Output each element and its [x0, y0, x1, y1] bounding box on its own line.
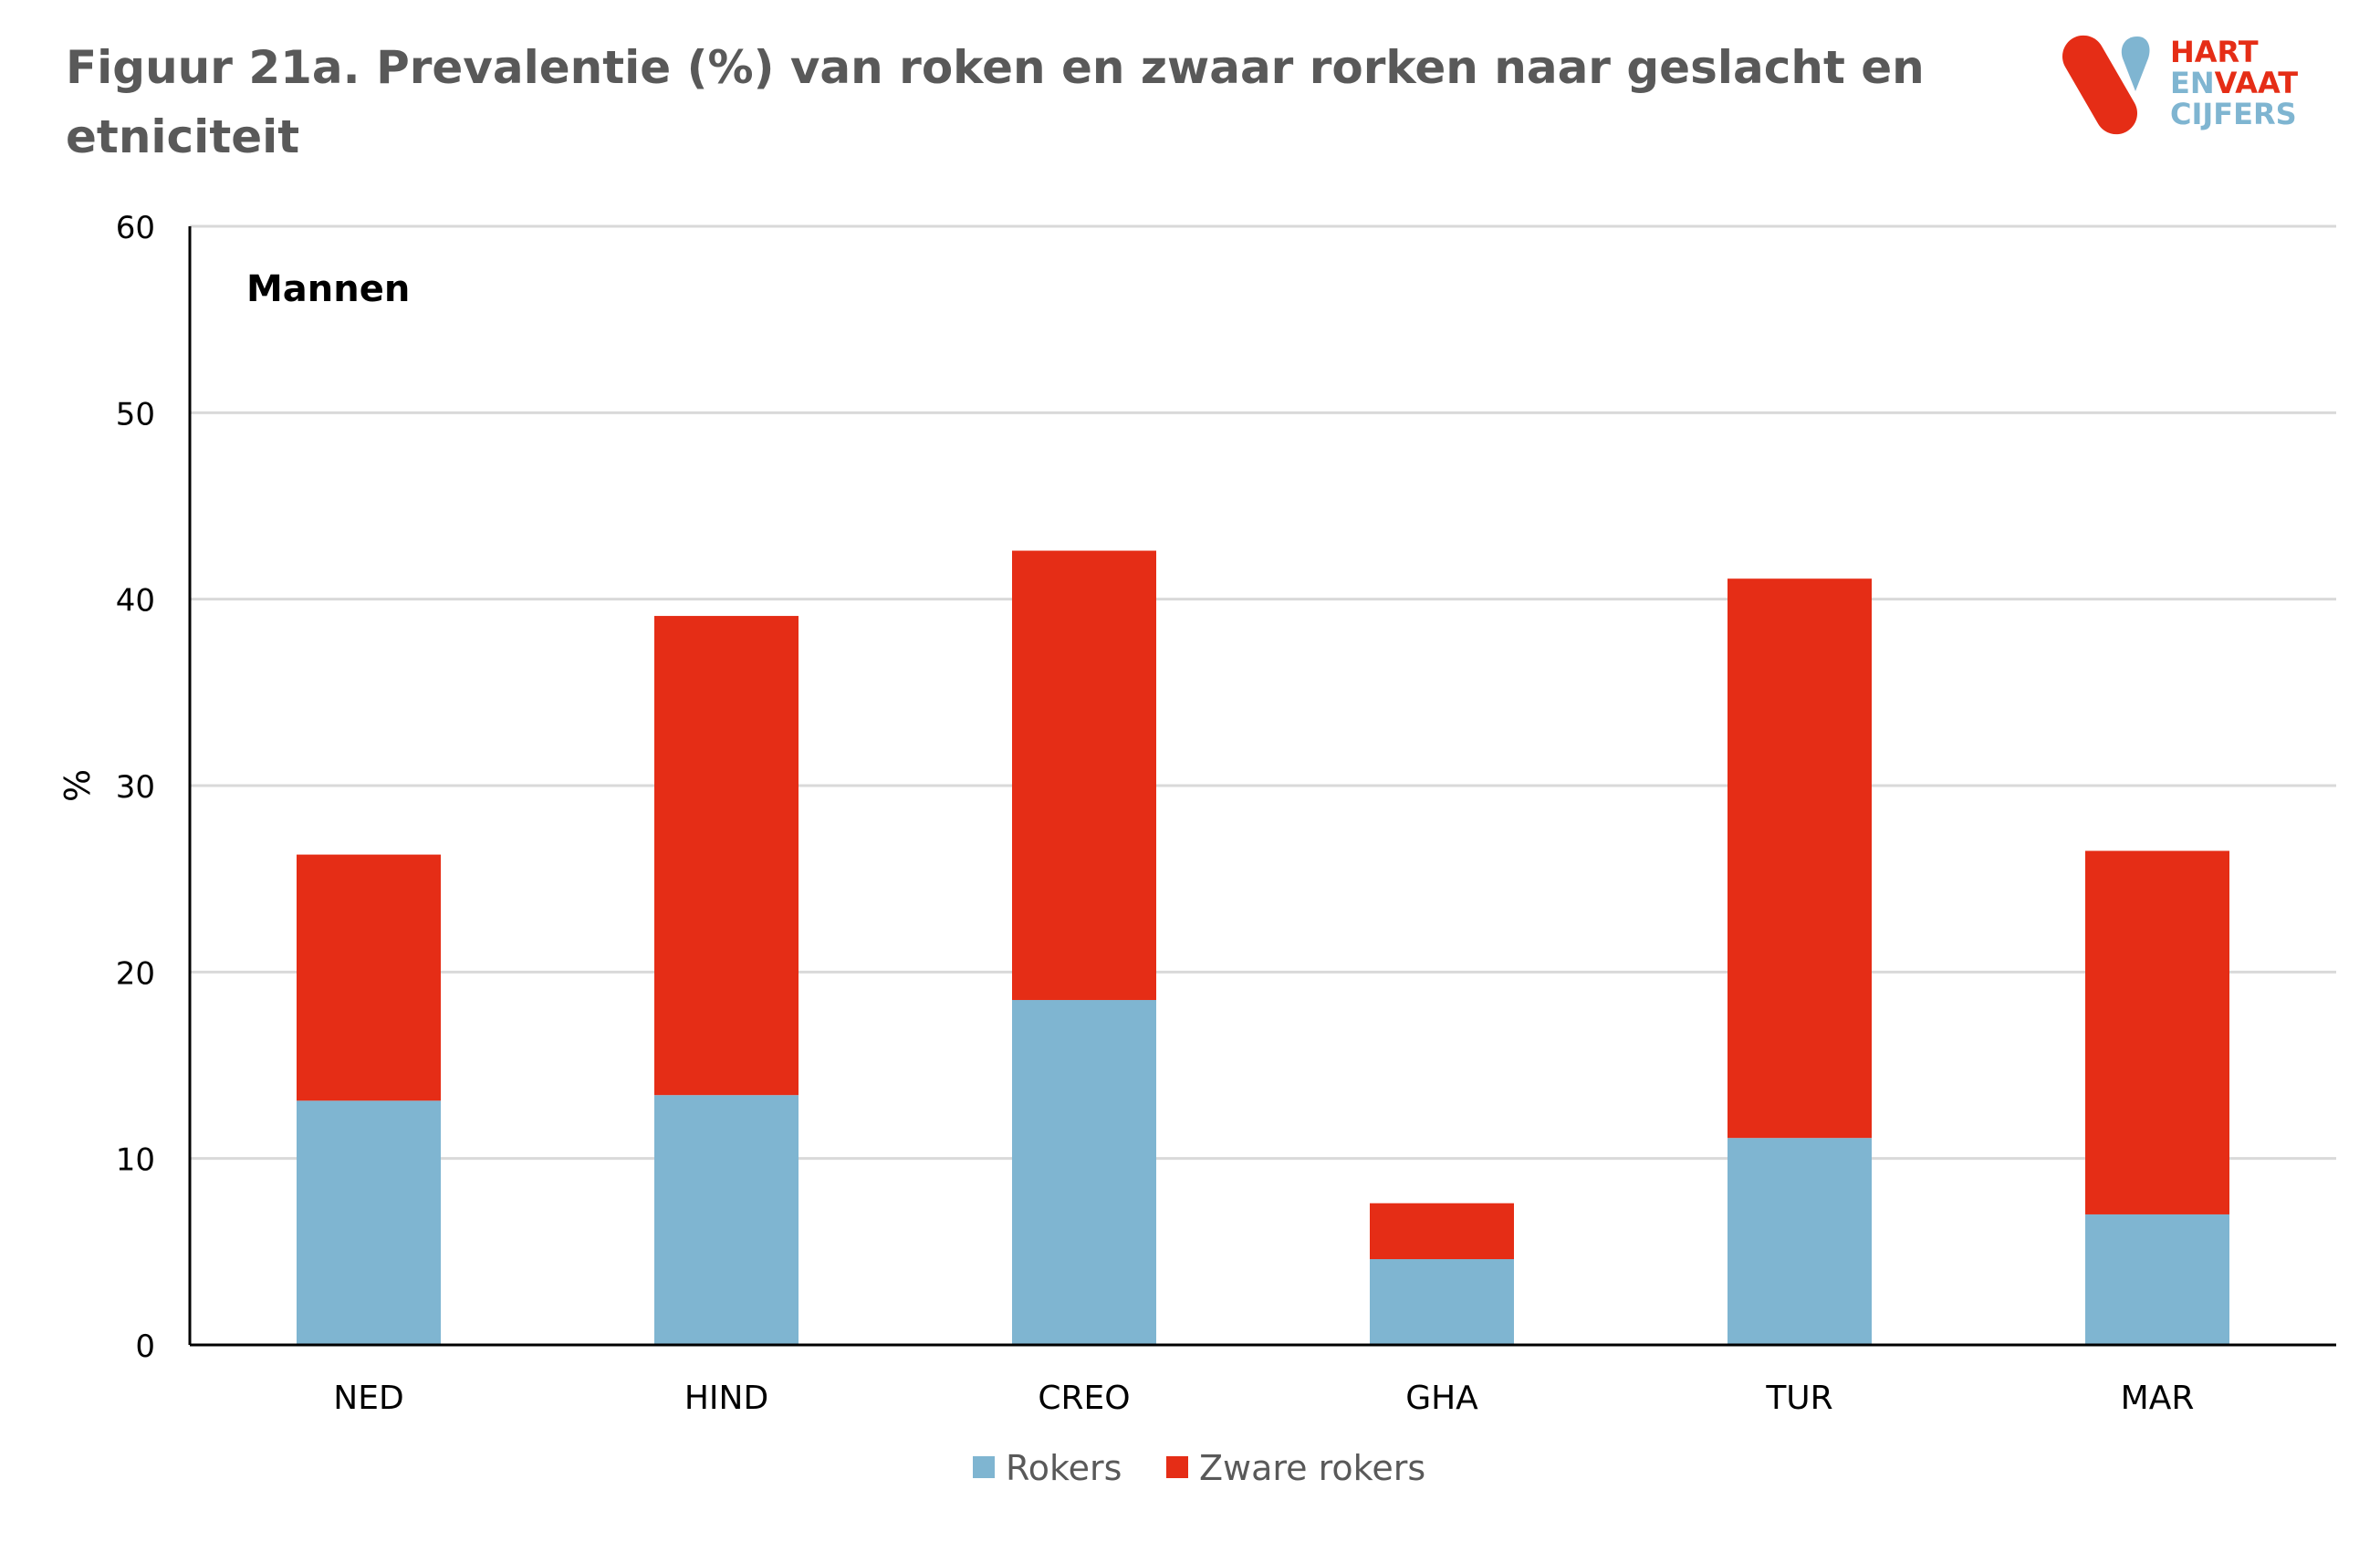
legend-label-zware-rokers: Zware rokers [1199, 1448, 1425, 1488]
bar-rokers-tur [1728, 1138, 1872, 1345]
x-tick-label: TUR [1765, 1380, 1832, 1417]
bar-zware-rokers-ned [297, 854, 441, 1101]
legend-swatch-zware-rokers [1166, 1456, 1188, 1478]
bar-zware-rokers-hind [654, 616, 799, 1096]
bar-zware-rokers-creo [1012, 550, 1156, 1000]
y-tick-label: 40 [116, 583, 155, 620]
hartenvaat-logo: HART ENVAAT CIJFERS [2062, 35, 2298, 135]
bar-rokers-ned [297, 1100, 441, 1345]
heart-v-icon [2062, 35, 2150, 135]
logo-en: EN [2170, 66, 2215, 100]
logo-line-hart: HART [2170, 35, 2259, 69]
bar-zware-rokers-gha [1370, 1203, 1514, 1260]
bar-rokers-creo [1012, 999, 1156, 1345]
axes: 0 10 20 30 40 50 60 NED HIND CREO GHA TUR MAR [116, 210, 2336, 1417]
y-tick-label: 50 [116, 396, 155, 432]
y-tick-label: 10 [116, 1142, 155, 1179]
x-tick-label: CREO [1038, 1380, 1130, 1417]
gridlines [190, 224, 2336, 1161]
x-tick-label: MAR [2121, 1380, 2195, 1417]
bar-rokers-gha [1370, 1259, 1514, 1345]
x-tick-label: HIND [684, 1380, 768, 1417]
bar-zware-rokers-mar [2085, 850, 2229, 1214]
panel-label: Mannen [246, 268, 410, 310]
bar-rokers-mar [2085, 1214, 2229, 1345]
bar-rokers-hind [654, 1095, 799, 1345]
legend-swatch-rokers [973, 1456, 995, 1478]
legend-label-rokers: Rokers [1006, 1448, 1122, 1488]
logo-line-cijfers: CIJFERS [2170, 97, 2297, 131]
chart-title: Figuur 21a. Prevalentie (%) van roken en… [66, 41, 1925, 163]
y-tick-label: 20 [116, 955, 155, 992]
y-tick-label: 60 [116, 210, 155, 246]
logo-red-stroke [2062, 35, 2137, 135]
x-tick-label: NED [333, 1380, 403, 1417]
logo-line-envaat: ENVAAT [2170, 66, 2298, 100]
logo-vaat: VAAT [2215, 66, 2299, 100]
y-axis-label: % [57, 769, 98, 802]
logo-blue-drop [2121, 36, 2150, 91]
bar-zware-rokers-tur [1728, 578, 1872, 1139]
legend: Rokers Zware rokers [973, 1448, 1425, 1488]
bars [297, 550, 2229, 1345]
x-tick-label: GHA [1405, 1380, 1478, 1417]
y-tick-label: 30 [116, 769, 155, 806]
y-tick-label: 0 [135, 1328, 155, 1365]
